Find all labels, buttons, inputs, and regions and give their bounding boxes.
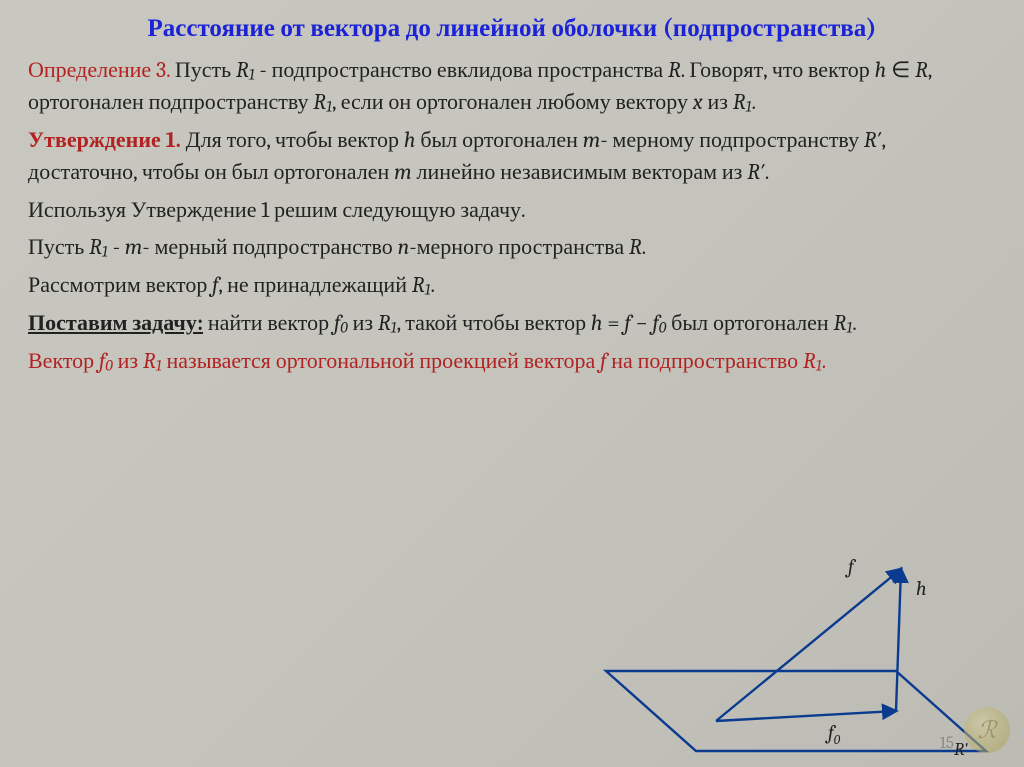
text: был ортогонален [415,127,582,153]
text: Рассмотрим вектор [28,272,212,298]
slide: Расстояние от вектора до линейной оболоч… [0,0,1024,767]
var-R1: R1 [236,57,255,83]
var-n: n [398,234,410,260]
diagram-projection: fhf0R' [586,551,1006,761]
var-h: h [591,310,603,336]
text: из [348,310,378,336]
text: Пусть [28,234,89,260]
definition-label: Определение 3. [28,57,170,83]
var-R: R [629,234,642,260]
var-R1: R1 [89,234,108,260]
text: , такой чтобы вектор [397,310,591,336]
text: - мерный подпространство [142,234,397,260]
text: . Говорят, что вектор [681,57,875,83]
text: , если он ортогонален любому вектору [332,89,693,115]
text: Вектор [28,348,99,374]
svg-text:h: h [916,577,927,600]
text: . [752,89,757,115]
text: называется ортогональной проекцией векто… [162,348,601,374]
var-f0: f0 [99,348,113,374]
projection-definition: Вектор f0 из R1 называется ортогональной… [28,346,996,378]
var-x: x [693,89,703,115]
var-R: R [668,57,681,83]
var-h: h [404,127,416,153]
var-f: f [600,348,611,374]
paragraph-5: Рассмотрим вектор f, не принадлежащий R1… [28,270,996,302]
minus: − [631,310,653,336]
text: Пусть [170,57,236,83]
var-R1: R1 [313,89,332,115]
slide-title: Расстояние от вектора до линейной оболоч… [28,14,996,43]
text: линейно независимым векторам из [412,159,748,185]
var-R1: R1 [412,272,431,298]
var-m: m [394,159,412,185]
var-h: h [875,57,887,83]
diagram-svg: fhf0R' [586,551,1006,761]
paragraph-4: Пусть R1 - m- мерный подпространство n-м… [28,232,996,264]
eq: = [603,310,625,336]
text: из [113,348,143,374]
var-R1: R1 [143,348,162,374]
page-number: 15 [940,734,954,753]
definition-3: Определение 3. Пусть R1 - подпространств… [28,55,996,119]
text: - мерному подпространству [600,127,864,153]
var-R1: R1 [733,89,752,115]
var-m: m [125,234,143,260]
var-R: R [915,57,928,83]
statement-1: Утверждение 1. Для того, чтобы вектор h … [28,125,996,189]
var-R1: R1 [834,310,853,336]
text: был ортогонален [666,310,833,336]
text: найти вектор [203,310,334,336]
var-m: m [583,127,601,153]
var-Rprime: R′ [747,159,765,185]
text: . [822,348,827,374]
text: на подпространство [611,348,803,374]
set-in: ∈ [886,57,915,83]
text: Для того, чтобы вектор [181,127,404,153]
text: . [431,272,436,298]
text: . [642,234,647,260]
var-f0: f0 [653,310,667,336]
var-f0: f0 [334,310,348,336]
var-R1: R1 [378,310,397,336]
text: . [765,159,770,185]
logo-icon [964,707,1010,753]
task: Поставим задачу: найти вектор f0 из R1, … [28,308,996,340]
text: -мерного пространства [409,234,629,260]
task-label: Поставим задачу: [28,310,203,336]
text: из [703,89,733,115]
var-R1: R1 [803,348,822,374]
text: - [108,234,125,260]
paragraph-3: Используя Утверждение 1 решим следующую … [28,195,996,227]
text: . [852,310,857,336]
var-Rprime: R′ [864,127,882,153]
statement-label: Утверждение 1. [28,127,181,153]
svg-text:f: f [845,555,857,578]
svg-text:f0: f0 [825,721,841,748]
text: - подпространство евклидова пространства [255,57,668,83]
text: , не принадлежащий [218,272,411,298]
